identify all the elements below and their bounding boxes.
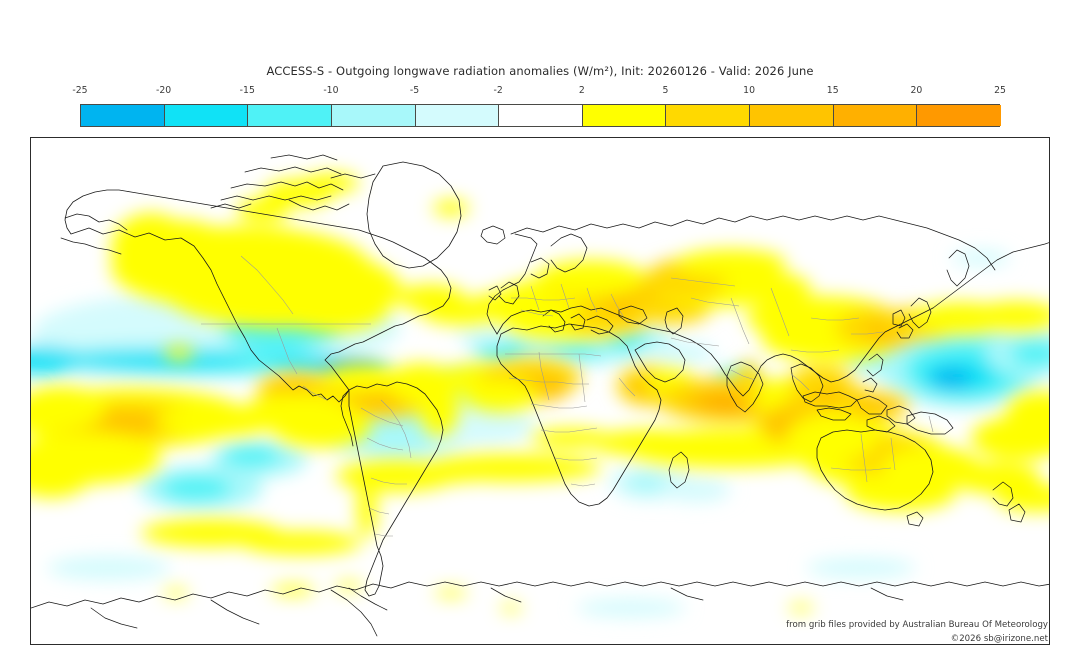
colorbar-segment-1 — [164, 105, 249, 126]
colorbar-tick-20: 20 — [910, 85, 923, 96]
data-source-credit: from grib files provided by Australian B… — [786, 620, 1048, 630]
map-panel — [30, 137, 1050, 645]
map-canvas — [31, 154, 1049, 637]
copyright-credit: ©2026 sb@irizone.net — [950, 634, 1048, 644]
colorbar-segment-9 — [833, 105, 918, 126]
colorbar-segment-4 — [415, 105, 500, 126]
colorbar-segment-7 — [666, 105, 750, 126]
colorbar-tick--15: -15 — [239, 85, 255, 96]
colorbar-tick--25: -25 — [72, 85, 88, 96]
anomaly-field — [31, 173, 1049, 617]
positive-anomaly-shapes — [31, 173, 1049, 612]
colorbar-tick-2: 2 — [578, 85, 585, 96]
colorbar-segment-10 — [917, 105, 1001, 126]
colorbar-tick--20: -20 — [156, 85, 172, 96]
colorbar-strip — [80, 104, 1001, 127]
country-borders — [201, 255, 934, 537]
colorbar-tick--5: -5 — [409, 85, 420, 96]
colorbar-tick-5: 5 — [662, 85, 669, 96]
colorbar-tick-labels: -25 -20 -15 -10 -5 -2 2 5 10 15 20 25 — [72, 85, 1006, 101]
colorbar-segment-3 — [331, 105, 416, 126]
colorbar-tick--2: -2 — [493, 85, 503, 96]
colorbar-segment-0 — [81, 105, 165, 126]
colorbar-segment-6 — [582, 105, 667, 126]
colorbar-tick-25: 25 — [994, 85, 1006, 96]
figure-title: ACCESS-S - Outgoing longwave radiation a… — [266, 64, 814, 78]
colorbar-tick--10: -10 — [323, 85, 339, 96]
colorbar-segment-8 — [750, 105, 834, 126]
coastlines — [31, 154, 1049, 637]
colorbar-tick-10: 10 — [743, 85, 755, 96]
colorbar-tick-15: 15 — [826, 85, 839, 96]
colorbar-segment-5 — [499, 105, 583, 126]
colorbar: -25 -20 -15 -10 -5 -2 2 5 10 15 20 25 — [72, 85, 1006, 127]
colorbar-segment-2 — [248, 105, 332, 126]
